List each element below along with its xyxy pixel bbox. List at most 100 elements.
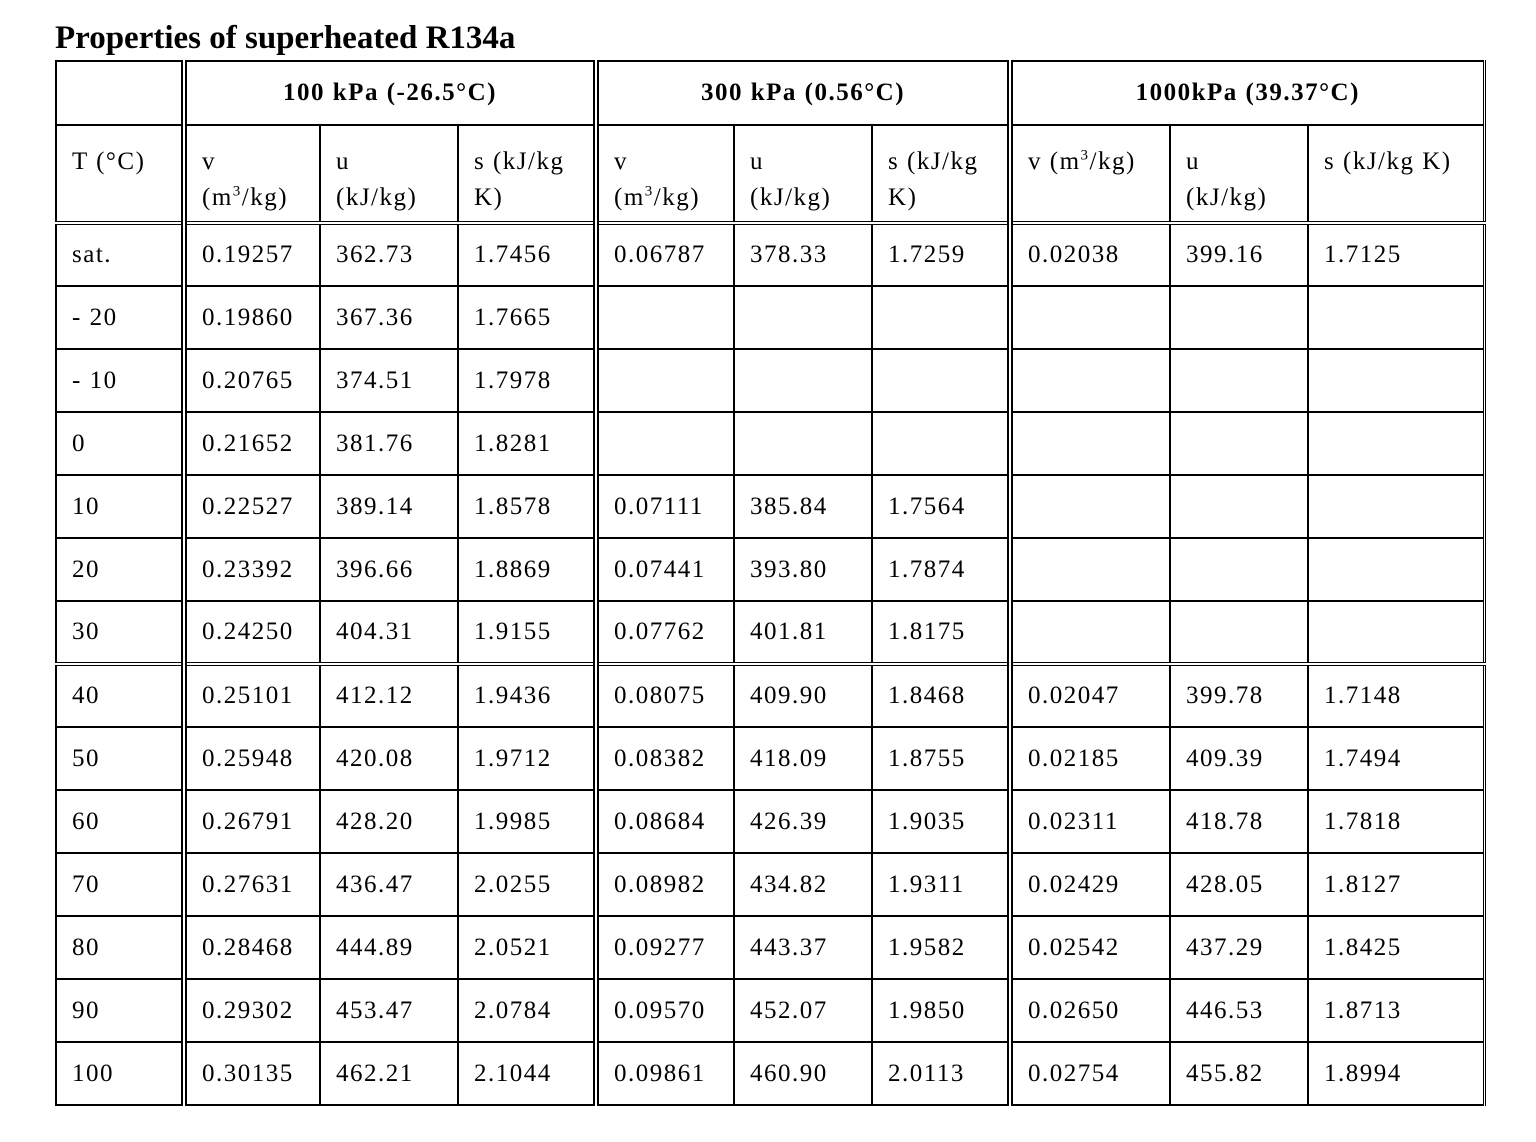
cell-u: 462.21: [319, 1041, 459, 1106]
cell-s: 2.1044: [456, 1041, 598, 1106]
cell-u: 404.31: [319, 600, 459, 665]
cell-temperature: sat.: [55, 221, 185, 287]
column-header-s: s (kJ/kg K): [456, 124, 598, 224]
cell-temperature: 30: [55, 600, 185, 665]
cell-u: 420.08: [319, 726, 459, 791]
cell-u: 362.73: [319, 221, 459, 287]
cell-u: 367.36: [319, 285, 459, 350]
cell-temperature: - 10: [55, 348, 185, 413]
cell-s: [1307, 537, 1486, 602]
cell-s: 1.9035: [871, 789, 1012, 854]
group-header-100kpa: 100 kPa (-26.5°C): [180, 60, 598, 126]
cell-u: 452.07: [733, 978, 874, 1043]
cell-v: 0.26791: [181, 789, 321, 854]
cell-u: 434.82: [733, 852, 874, 917]
cell-u: 446.53: [1169, 978, 1310, 1043]
cell-temperature: 60: [55, 789, 185, 854]
cell-v: [1007, 411, 1172, 476]
table-row: 20 0.23392 396.66 1.8869 0.07441 393.80 1.7874: [55, 537, 1486, 602]
cell-s: 1.8468: [871, 662, 1012, 728]
cell-v: 0.08982: [593, 852, 736, 917]
cell-u: 418.09: [733, 726, 874, 791]
cell-u: 385.84: [733, 474, 874, 539]
cell-temperature: 20: [55, 537, 185, 602]
cell-v: [1007, 600, 1172, 665]
cell-u: 389.14: [319, 474, 459, 539]
cell-s: 1.7564: [871, 474, 1012, 539]
cell-u: [1169, 474, 1310, 539]
cell-s: 1.8425: [1307, 915, 1486, 980]
cell-v: [1007, 285, 1172, 350]
cell-s: 1.7874: [871, 537, 1012, 602]
cell-s: 1.7148: [1307, 662, 1486, 728]
cell-s: 1.7456: [456, 221, 598, 287]
cell-v: 0.02542: [1007, 915, 1172, 980]
cell-v: 0.25101: [181, 662, 321, 728]
cell-u: 443.37: [733, 915, 874, 980]
cell-s: 1.9850: [871, 978, 1012, 1043]
cell-u: 412.12: [319, 662, 459, 728]
cell-v: 0.30135: [181, 1041, 321, 1106]
column-header-temperature: T (°C): [55, 124, 185, 224]
cell-u: 374.51: [319, 348, 459, 413]
table-row: 40 0.25101 412.12 1.9436 0.08075 409.90 1.8468…: [55, 662, 1486, 728]
cell-s: 1.8755: [871, 726, 1012, 791]
cell-s: 1.7818: [1307, 789, 1486, 854]
cell-s: [871, 411, 1012, 476]
cell-v: 0.07111: [593, 474, 736, 539]
cell-v: 0.27631: [181, 852, 321, 917]
cell-s: 2.0113: [871, 1041, 1012, 1106]
cell-v: 0.06787: [593, 221, 736, 287]
cell-u: 401.81: [733, 600, 874, 665]
cell-v: [1007, 348, 1172, 413]
table-row: - 20 0.19860 367.36 1.7665: [55, 285, 1486, 350]
cell-temperature: 50: [55, 726, 185, 791]
cell-s: 1.9582: [871, 915, 1012, 980]
cell-temperature: 100: [55, 1041, 185, 1106]
cell-u: 428.20: [319, 789, 459, 854]
column-header-u: u (kJ/kg): [1169, 124, 1310, 224]
cell-s: [871, 348, 1012, 413]
cell-s: 1.9436: [456, 662, 598, 728]
cell-u: 444.89: [319, 915, 459, 980]
cell-v: [593, 348, 736, 413]
cell-u: 418.78: [1169, 789, 1310, 854]
column-header-u: u (kJ/kg): [733, 124, 874, 224]
cell-s: 1.8175: [871, 600, 1012, 665]
cell-v: 0.29302: [181, 978, 321, 1043]
corner-cell: [55, 60, 185, 126]
cell-v: 0.23392: [181, 537, 321, 602]
cell-v: 0.02650: [1007, 978, 1172, 1043]
cell-u: [1169, 348, 1310, 413]
cell-u: 409.39: [1169, 726, 1310, 791]
cell-s: 1.8869: [456, 537, 598, 602]
cell-v: [1007, 474, 1172, 539]
cell-v: 0.24250: [181, 600, 321, 665]
table-row: 100 0.30135 462.21 2.1044 0.09861 460.90 2.011…: [55, 1041, 1486, 1106]
table-row: 90 0.29302 453.47 2.0784 0.09570 452.07 1.9850…: [55, 978, 1486, 1043]
table-row: 30 0.24250 404.31 1.9155 0.07762 401.81 1.8175: [55, 600, 1486, 665]
cell-s: 2.0784: [456, 978, 598, 1043]
cell-u: [1169, 411, 1310, 476]
column-header-v: v (m3/kg): [181, 124, 321, 224]
cell-v: 0.08684: [593, 789, 736, 854]
cell-u: 393.80: [733, 537, 874, 602]
cell-s: 1.7259: [871, 221, 1012, 287]
cell-v: 0.08382: [593, 726, 736, 791]
table-row: - 10 0.20765 374.51 1.7978: [55, 348, 1486, 413]
cell-u: 460.90: [733, 1041, 874, 1106]
cell-s: 1.7125: [1307, 221, 1486, 287]
cell-s: [1307, 474, 1486, 539]
cell-v: 0.02185: [1007, 726, 1172, 791]
cell-s: [1307, 285, 1486, 350]
cell-v: 0.02311: [1007, 789, 1172, 854]
cell-u: [733, 348, 874, 413]
column-header-v: v (m3/kg): [1007, 124, 1172, 224]
cell-temperature: 70: [55, 852, 185, 917]
cell-u: 455.82: [1169, 1041, 1310, 1106]
cell-v: 0.20765: [181, 348, 321, 413]
cell-v: 0.08075: [593, 662, 736, 728]
cell-v: [593, 285, 736, 350]
cell-s: [1307, 600, 1486, 665]
cell-v: 0.07441: [593, 537, 736, 602]
